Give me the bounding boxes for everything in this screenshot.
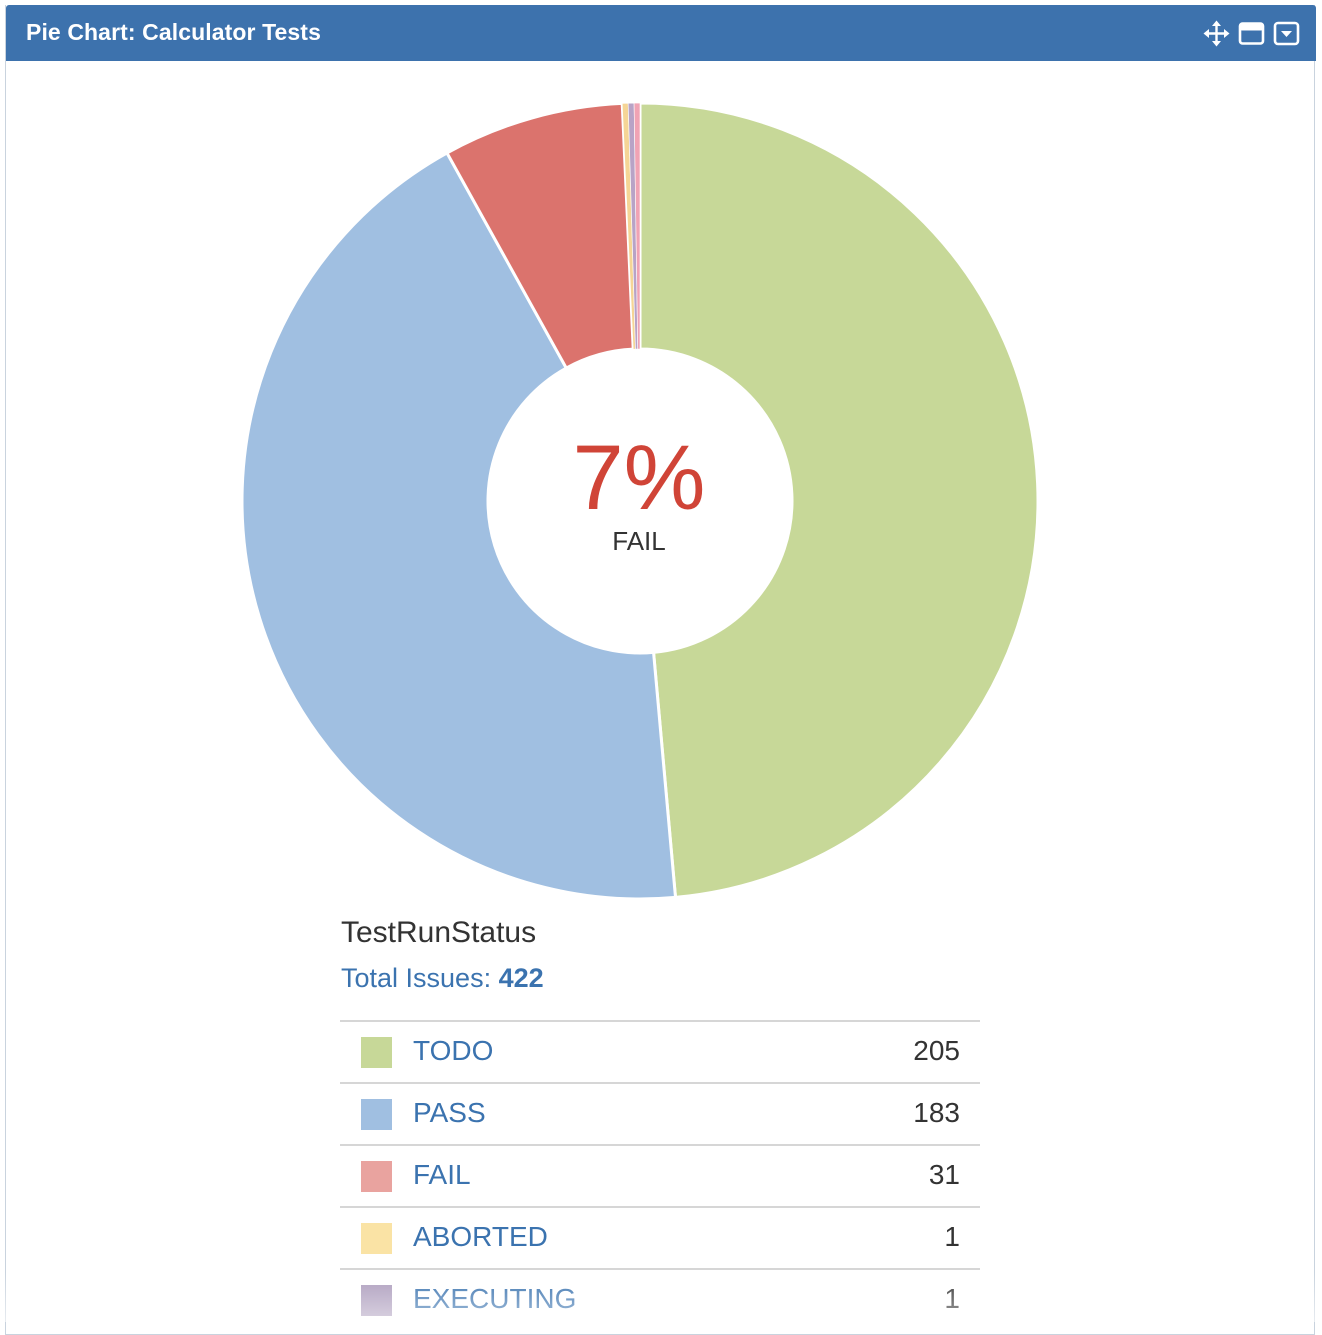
legend-label-link[interactable]: PASS — [413, 1097, 486, 1128]
move-icon[interactable] — [1203, 20, 1230, 47]
center-percentage: 7% — [572, 427, 706, 529]
legend-count: 1 — [944, 1221, 960, 1252]
legend-row-executing: EXECUTING 1 — [340, 1268, 980, 1330]
legend-count: 31 — [928, 1159, 960, 1190]
legend-count: 205 — [913, 1035, 960, 1066]
legend-label-link[interactable]: EXECUTING — [413, 1283, 577, 1314]
pie-slice-todo[interactable] — [638, 101, 1040, 900]
legend-label-link[interactable]: TODO — [413, 1035, 494, 1066]
legend-row-fail: FAIL 31 — [340, 1144, 980, 1206]
legend-swatch — [361, 1161, 392, 1192]
total-issues-value[interactable]: 422 — [498, 963, 544, 993]
legend-label-link[interactable]: FAIL — [413, 1159, 471, 1190]
legend-row-pass: PASS 183 — [340, 1082, 980, 1144]
dropdown-menu-icon[interactable] — [1273, 20, 1300, 47]
pie-slice-other[interactable] — [633, 102, 641, 350]
center-label: FAIL — [612, 526, 666, 556]
statistic-type-heading: TestRunStatus — [341, 916, 537, 949]
pie-slice-fail[interactable] — [444, 101, 635, 371]
legend-label-link[interactable]: ABORTED — [413, 1221, 548, 1252]
legend-swatch — [361, 1285, 392, 1316]
legend-table: TODO 205 PASS 183 FAIL 31 ABORTED 1 EXECUTING 1 — [340, 1020, 980, 1330]
legend-swatch — [361, 1223, 392, 1254]
gadget-title: Pie Chart: Calculator Tests — [26, 19, 321, 45]
pie-slice-pass[interactable] — [240, 150, 678, 901]
maximize-icon[interactable] — [1238, 20, 1265, 47]
legend-count: 1 — [944, 1283, 960, 1314]
gadget-toolbar — [1203, 20, 1300, 47]
legend-row-todo: TODO 205 — [340, 1020, 980, 1082]
legend-row-aborted: ABORTED 1 — [340, 1206, 980, 1268]
legend-count: 183 — [913, 1097, 960, 1128]
legend-swatch — [361, 1099, 392, 1130]
total-issues-label: Total Issues: — [341, 963, 492, 993]
legend-swatch — [361, 1037, 392, 1068]
gadget-header[interactable]: Pie Chart: Calculator Tests — [6, 5, 1316, 61]
total-issues: Total Issues: 422 — [341, 963, 544, 994]
pie-chart — [240, 101, 1040, 901]
